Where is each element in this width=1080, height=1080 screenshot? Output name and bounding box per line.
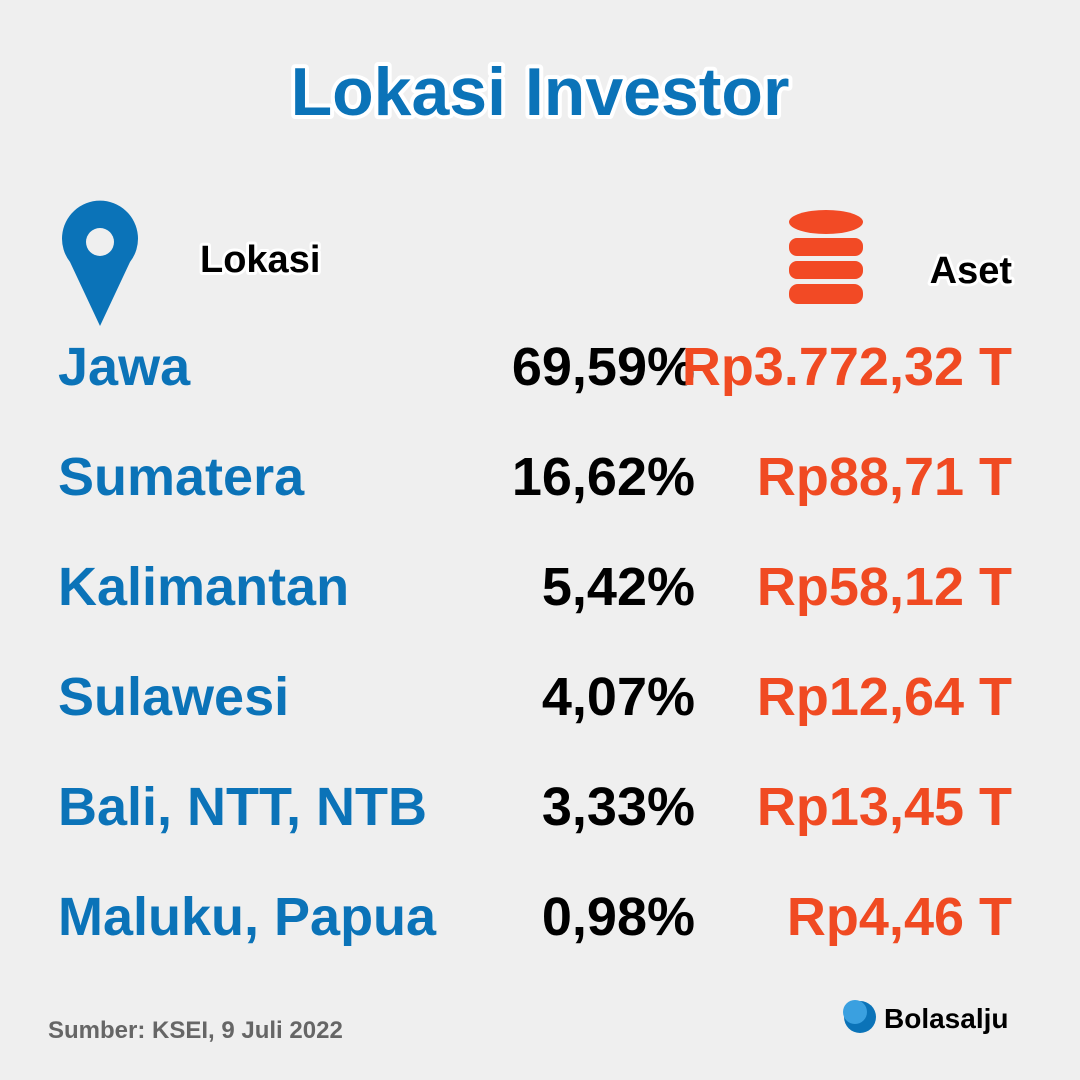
region: Sumatera xyxy=(58,447,305,507)
assets: Rp58,12 T xyxy=(757,557,1012,617)
assets: Rp13,45 T xyxy=(757,777,1012,837)
assets: Rp4,46 T xyxy=(787,887,1012,947)
region: Bali, NTT, NTB xyxy=(58,777,427,837)
share: 3,33% xyxy=(542,777,695,837)
title: Lokasi Investor xyxy=(291,54,790,130)
region: Sulawesi xyxy=(58,667,289,727)
region: Jawa xyxy=(58,337,191,397)
source: Sumber: KSEI, 9 Juli 2022 xyxy=(48,1017,343,1044)
region: Maluku, Papua xyxy=(58,887,437,947)
assets: Rp3.772,32 T xyxy=(682,337,1012,397)
database-icon xyxy=(789,210,863,304)
share: 4,07% xyxy=(542,667,695,727)
share: 5,42% xyxy=(542,557,695,617)
brand: Bolasalju xyxy=(884,1003,1008,1034)
region: Kalimantan xyxy=(58,557,349,617)
assets-header: Aset xyxy=(930,250,1013,292)
table: Jawa 69,59%Rp3.772,32 T Sumatera 16,62% Rp88… xyxy=(58,337,1012,947)
assets: Rp88,71 T xyxy=(757,447,1012,507)
location-pin-icon xyxy=(62,200,138,326)
assets: Rp12,64 T xyxy=(757,667,1012,727)
share: 0,98% xyxy=(542,887,695,947)
brand-logo xyxy=(843,1000,876,1033)
share: 69,59% xyxy=(512,337,695,397)
location-header: Lokasi xyxy=(200,239,320,281)
share: 16,62% xyxy=(512,447,695,507)
